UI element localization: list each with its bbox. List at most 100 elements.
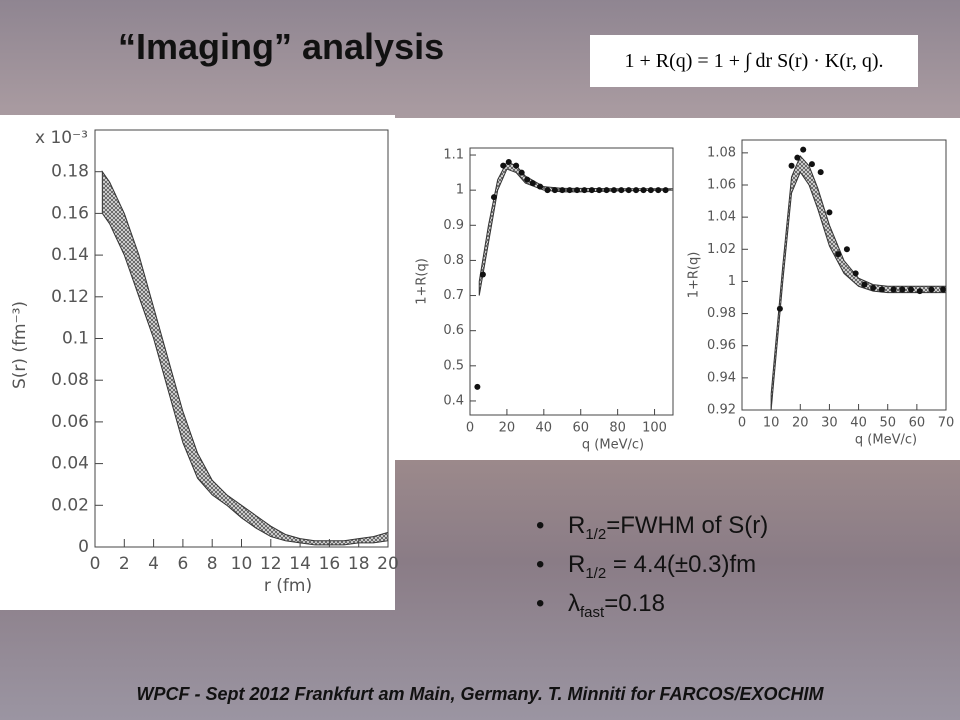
point xyxy=(505,159,512,166)
point xyxy=(928,286,935,293)
x-tick-label: 12 xyxy=(260,554,282,574)
point xyxy=(500,162,507,169)
point xyxy=(574,187,581,194)
y-tick-label: 0.7 xyxy=(443,288,464,303)
slide-title: “Imaging” analysis xyxy=(118,26,445,67)
point xyxy=(596,187,603,194)
point xyxy=(588,187,595,194)
y-tick-label: 1.04 xyxy=(707,210,736,225)
x-tick-label: 0 xyxy=(738,416,746,431)
x-tick-label: 40 xyxy=(850,416,867,431)
point xyxy=(852,270,859,277)
y-tick-label: 0.18 xyxy=(51,162,89,182)
x-axis-label: r (fm) xyxy=(264,576,312,596)
y-tick-label: 1.06 xyxy=(707,178,736,193)
y-tick-label: 0.16 xyxy=(51,203,89,223)
panel-left xyxy=(0,115,395,610)
x-tick-label: 18 xyxy=(348,554,370,574)
x-tick-label: 2 xyxy=(119,554,130,574)
axis-exponent: x 10⁻³ xyxy=(35,128,88,148)
point xyxy=(908,286,915,293)
point xyxy=(625,187,632,194)
point xyxy=(474,383,481,390)
bullet-rest: =0.18 xyxy=(604,590,665,617)
x-axis-label: q (MeV/c) xyxy=(855,432,917,447)
point xyxy=(581,187,588,194)
point xyxy=(940,286,947,293)
x-tick-label: 40 xyxy=(536,421,553,436)
y-tick-label: 0.04 xyxy=(51,454,89,474)
point xyxy=(655,187,662,194)
y-axis-label: 1+R(q) xyxy=(415,258,430,305)
point xyxy=(610,187,617,194)
point xyxy=(551,187,558,194)
y-tick-label: 0.96 xyxy=(707,338,736,353)
point xyxy=(559,187,566,194)
bullet-rest: = 4.4(±0.3)fm xyxy=(606,551,757,578)
x-tick-label: 20 xyxy=(499,421,516,436)
y-tick-label: 1 xyxy=(728,274,736,289)
point xyxy=(479,271,486,278)
bullet: λfast=0.18 xyxy=(536,590,768,629)
y-tick-label: 1.08 xyxy=(707,145,736,160)
bullets: R1/2=FWHM of S(r) R1/2 = 4.4(±0.3)fm λfa… xyxy=(536,512,768,629)
bullet-main: R xyxy=(568,512,586,539)
y-tick-label: 0.6 xyxy=(443,323,464,338)
x-tick-label: 6 xyxy=(177,554,188,574)
x-tick-label: 50 xyxy=(879,416,896,431)
y-tick-label: 0.9 xyxy=(443,218,464,233)
frame xyxy=(469,147,674,416)
x-tick-label: 10 xyxy=(231,554,253,574)
y-tick-label: 0.14 xyxy=(51,245,89,265)
bullet-main: λ xyxy=(568,590,580,617)
point xyxy=(490,194,497,201)
bullet-rest: =FWHM of S(r) xyxy=(606,512,769,539)
y-axis-label: 1+R(q) xyxy=(687,252,702,299)
point xyxy=(808,161,815,168)
y-tick-label: 0.8 xyxy=(443,253,464,268)
y-tick-label: 0.1 xyxy=(62,329,89,349)
point xyxy=(518,169,525,176)
x-axis-label: q (MeV/c) xyxy=(582,437,644,452)
point xyxy=(861,281,868,288)
x-tick-label: 14 xyxy=(289,554,311,574)
y-tick-label: 0.94 xyxy=(707,370,736,385)
x-tick-label: 20 xyxy=(377,554,399,574)
y-tick-label: 1.1 xyxy=(443,148,464,163)
y-axis-label: S(r) (fm⁻³) xyxy=(10,301,30,389)
point xyxy=(817,169,824,176)
x-tick-label: 60 xyxy=(909,416,926,431)
point xyxy=(794,154,801,161)
x-tick-label: 80 xyxy=(609,421,626,436)
x-tick-label: 8 xyxy=(207,554,218,574)
point xyxy=(826,209,833,216)
point xyxy=(640,187,647,194)
point xyxy=(513,162,520,169)
x-tick-label: 30 xyxy=(821,416,838,431)
y-tick-label: 0.12 xyxy=(51,287,89,307)
point xyxy=(633,187,640,194)
y-tick-label: 0.08 xyxy=(51,370,89,390)
point xyxy=(544,187,551,194)
point xyxy=(899,286,906,293)
point xyxy=(788,162,795,169)
y-tick-label: 0.98 xyxy=(707,306,736,321)
x-tick-label: 10 xyxy=(763,416,780,431)
point xyxy=(603,187,610,194)
point xyxy=(776,305,783,312)
x-tick-label: 16 xyxy=(319,554,341,574)
bullet-sub: fast xyxy=(580,603,605,621)
y-tick-label: 1.02 xyxy=(707,242,736,257)
point xyxy=(537,183,544,190)
point xyxy=(618,187,625,194)
formula: 1 + R(q) = 1 + ∫ dr S(r) · K(r, q). xyxy=(590,35,918,87)
point xyxy=(916,288,923,295)
point xyxy=(647,187,654,194)
point xyxy=(870,284,877,291)
frame xyxy=(741,139,947,411)
x-tick-label: 100 xyxy=(642,421,667,436)
bullet-main: R xyxy=(568,551,586,578)
x-tick-label: 0 xyxy=(90,554,101,574)
